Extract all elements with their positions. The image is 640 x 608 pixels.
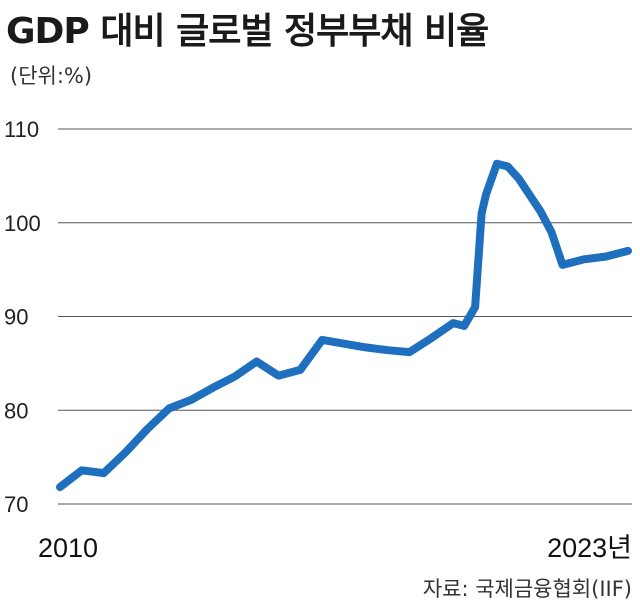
- y-tick-100: 100: [4, 211, 41, 236]
- y-tick-labels: 70 80 90 100 110: [4, 117, 41, 517]
- source-note: 자료: 국제금융협회(IIF): [422, 577, 632, 601]
- x-tick-end: 2023년: [547, 533, 632, 563]
- y-tick-110: 110: [4, 117, 39, 142]
- x-tick-labels: 2010 2023년: [38, 533, 632, 563]
- gridlines: [58, 128, 632, 505]
- unit-label: (단위:%): [10, 64, 93, 88]
- y-tick-80: 80: [4, 398, 28, 423]
- x-tick-start: 2010: [38, 533, 98, 563]
- series-line: [56, 159, 632, 492]
- y-tick-70: 70: [4, 492, 28, 517]
- debt-ratio-line: [56, 159, 632, 492]
- y-tick-90: 90: [4, 305, 28, 330]
- chart-title: GDP 대비 글로벌 정부부채 비율: [6, 11, 489, 52]
